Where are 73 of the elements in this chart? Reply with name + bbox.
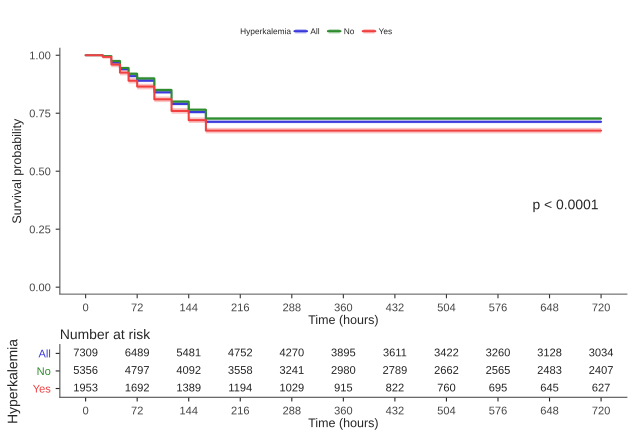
annotation: p < 0.0001 <box>533 200 598 212</box>
x-tick-label: 504 <box>438 406 456 414</box>
x-tick-label: 216 <box>232 303 250 312</box>
y-axis-title: Hyperkalemia <box>7 339 20 423</box>
x-tick-label: 72 <box>132 406 143 414</box>
data-label: 2483 <box>538 366 562 374</box>
x-tick-label: 576 <box>489 303 507 312</box>
x-tick-label: 288 <box>283 303 301 312</box>
data-label: 2980 <box>332 366 356 374</box>
legend-label: All <box>310 28 320 34</box>
data-label: 5356 <box>74 366 98 374</box>
data-label: 1029 <box>280 384 304 392</box>
data-label: 1692 <box>126 384 149 392</box>
data-label: 4752 <box>228 348 252 356</box>
chart-title: Number at risk <box>60 328 150 340</box>
x-tick-label: 720 <box>592 406 610 414</box>
data-label: 2407 <box>589 366 613 374</box>
data-label: 3611 <box>383 348 406 356</box>
x-tick-label: 144 <box>180 304 198 312</box>
data-label: 1953 <box>74 384 98 392</box>
y-tick-label: No <box>38 367 50 376</box>
x-tick-label: 288 <box>283 406 301 414</box>
x-tick-label: 0 <box>82 406 88 414</box>
data-label: 3895 <box>331 348 356 356</box>
data-label: 7309 <box>74 348 98 356</box>
x-tick-label: 432 <box>386 406 404 414</box>
data-label: 915 <box>334 384 352 392</box>
x-tick-label: 648 <box>540 406 558 414</box>
data-label: 760 <box>438 384 456 392</box>
data-label: 3422 <box>434 348 458 356</box>
data-label: 695 <box>489 384 507 392</box>
x-tick-label: 72 <box>132 303 143 312</box>
y-tick-label: 0.50 <box>30 167 50 176</box>
legend-label: Yes <box>378 28 392 34</box>
data-label: 3241 <box>280 366 304 374</box>
data-label: 4797 <box>125 366 149 374</box>
data-label: 5481 <box>176 348 201 356</box>
data-label: 645 <box>540 384 558 392</box>
y-tick-label: 0.25 <box>30 225 50 234</box>
data-label: 1194 <box>229 384 252 392</box>
x-tick-label: 0 <box>82 303 88 312</box>
data-label: 2789 <box>383 366 407 374</box>
x-tick-label: 360 <box>334 303 352 312</box>
data-label: 627 <box>592 384 610 392</box>
data-label: 2565 <box>486 366 510 374</box>
y-tick-label: Yes <box>32 384 50 393</box>
y-axis-title: Survival probability <box>12 118 24 224</box>
x-tick-label: 144 <box>180 406 198 414</box>
data-label: 3034 <box>589 348 614 356</box>
y-tick-label: 0.00 <box>30 283 50 292</box>
x-tick-label: 216 <box>232 406 250 414</box>
data-label: 6489 <box>125 348 149 356</box>
x-tick-label: 576 <box>489 406 507 414</box>
data-label: 3128 <box>538 348 562 356</box>
data-label: 2662 <box>434 366 458 374</box>
x-tick-label: 432 <box>386 303 404 312</box>
legend-label: No <box>344 28 354 34</box>
y-tick-label: All <box>38 349 50 358</box>
legend-title: Hyperkalemia <box>240 28 292 36</box>
y-tick-label: 1.00 <box>30 52 50 60</box>
data-label: 3260 <box>486 348 510 356</box>
x-tick-label: 504 <box>438 303 456 312</box>
data-label: 3558 <box>228 366 252 374</box>
x-tick-label: 648 <box>540 303 558 312</box>
data-label: 1389 <box>177 384 201 392</box>
data-label: 4270 <box>280 348 304 356</box>
x-tick-label: 360 <box>334 406 352 414</box>
data-label: 4092 <box>176 366 201 374</box>
x-tick-label: 720 <box>592 303 610 312</box>
x-axis-title: Time (hours) <box>308 418 378 430</box>
data-label: 822 <box>386 384 404 392</box>
y-tick-label: 0.75 <box>30 109 50 118</box>
x-axis-title: Time (hours) <box>308 314 378 327</box>
